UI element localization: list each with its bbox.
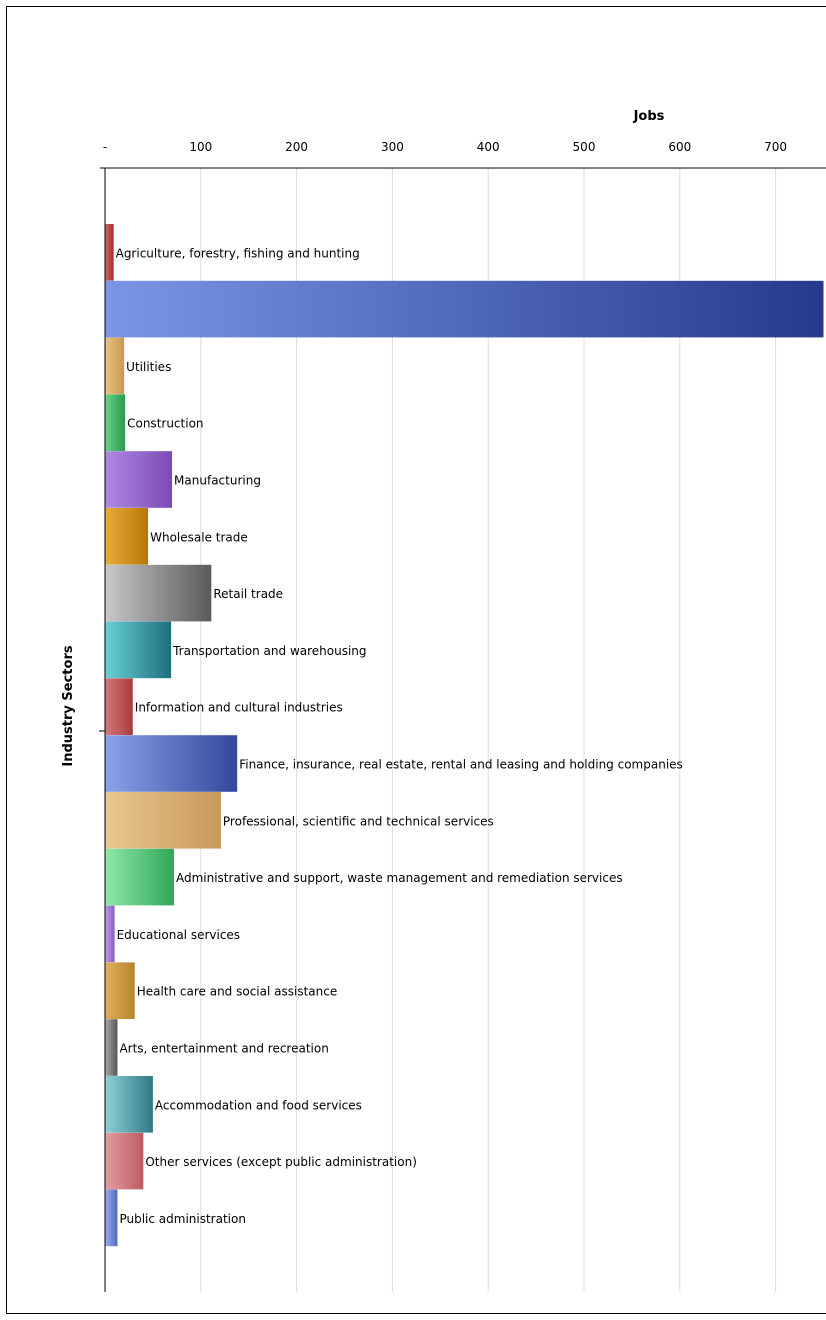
bar (105, 1019, 118, 1076)
bar (105, 337, 125, 395)
bars (105, 224, 824, 1247)
bar (105, 735, 238, 792)
x-tick-label: 400 (477, 140, 500, 154)
bar (105, 224, 114, 281)
x-tick-label: 500 (573, 140, 596, 154)
bar (105, 848, 174, 906)
bar-label: Retail trade (213, 587, 283, 601)
bar (105, 508, 149, 565)
bar (105, 1189, 118, 1247)
bar-label: Professional, scientific and technical s… (223, 814, 494, 828)
bar (105, 905, 115, 963)
bar (105, 564, 212, 622)
bar (105, 962, 135, 1019)
gridlines (200, 168, 777, 1292)
bar (105, 1132, 144, 1190)
x-axis-title: Jobs (633, 109, 665, 124)
bar (105, 394, 126, 451)
bar (105, 280, 824, 338)
x-axis-ticks: - 100 200 300 400 500 600 700 (103, 140, 787, 154)
x-tick-label: 300 (381, 140, 404, 154)
bar-label: Educational services (117, 928, 240, 942)
bar-label: Information and cultural industries (135, 701, 343, 715)
y-axis-title: Industry Sectors (61, 645, 76, 766)
bar-label: Arts, entertainment and recreation (119, 1042, 328, 1056)
x-tick-label: 200 (285, 140, 308, 154)
bar (105, 792, 221, 849)
x-tick-label: 700 (764, 140, 787, 154)
bar (105, 621, 172, 679)
bar (105, 678, 133, 735)
bar-label: Other services (except public administra… (145, 1155, 417, 1169)
bar-label: Health care and social assistance (137, 985, 338, 999)
bar (105, 451, 173, 508)
x-tick-label: 100 (189, 140, 212, 154)
bar-label: Utilities (126, 360, 171, 374)
bar-label: Public administration (119, 1212, 246, 1226)
bar-label: Accommodation and food services (155, 1098, 362, 1112)
bar-label: Wholesale trade (150, 530, 248, 544)
bar-label: Manufacturing (174, 474, 261, 488)
x-tick-label: - (103, 140, 107, 154)
x-tick-label: 600 (668, 140, 691, 154)
bar-label: Finance, insurance, real estate, rental … (239, 758, 683, 772)
bar-labels: Agriculture, forestry, fishing and hunti… (116, 246, 683, 1226)
bar (105, 1076, 153, 1133)
axes (99, 167, 826, 1292)
bar-label: Transportation and warehousing (172, 644, 366, 658)
bar-label: Administrative and support, waste manage… (176, 871, 623, 885)
bar-label: Agriculture, forestry, fishing and hunti… (116, 246, 360, 260)
bar-label: Construction (127, 417, 203, 431)
